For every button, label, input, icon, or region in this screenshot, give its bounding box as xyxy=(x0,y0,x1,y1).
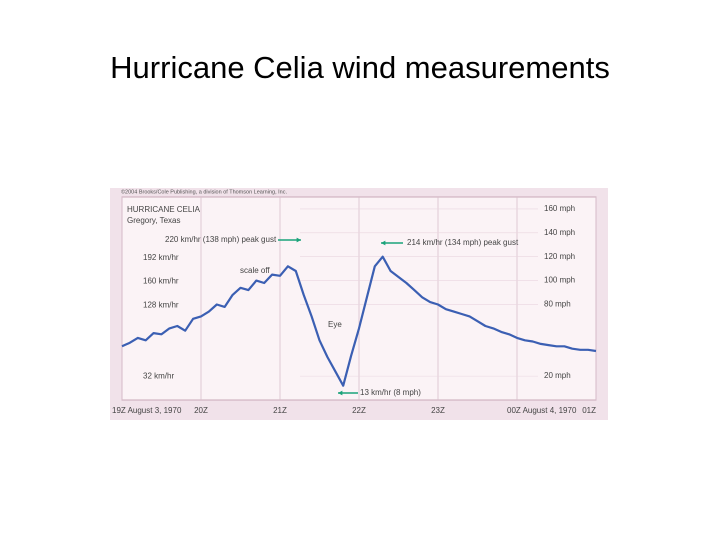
slide-title: Hurricane Celia wind measurements xyxy=(110,50,610,85)
x-tick-label: 23Z xyxy=(431,406,445,415)
annotation: 13 km/hr (8 mph) xyxy=(360,388,421,397)
y2-tick-label: 32 km/hr xyxy=(143,371,174,380)
x-tick-label: 20Z xyxy=(194,406,208,415)
wind-trace xyxy=(121,255,597,387)
y2-tick-label: 128 km/hr xyxy=(143,300,179,309)
y-tick-label: 160 mph xyxy=(544,204,575,213)
annotation: 220 km/hr (138 mph) peak gust xyxy=(165,235,277,244)
y-tick-label: 140 mph xyxy=(544,228,575,237)
arrow-head xyxy=(338,390,343,396)
y-tick-label: 80 mph xyxy=(544,300,571,309)
x-tick-label: 22Z xyxy=(352,406,366,415)
y-tick-label: 100 mph xyxy=(544,276,575,285)
y-tick-label: 20 mph xyxy=(544,371,571,380)
x-tick-label: 01Z xyxy=(582,406,596,415)
annotation: scale off xyxy=(240,266,270,275)
annotation: Eye xyxy=(328,320,342,329)
x-tick-label: 00Z August 4, 1970 xyxy=(507,406,577,415)
location: Gregory, Texas xyxy=(127,216,181,225)
chart-subtitle: HURRICANE CELIA xyxy=(127,205,201,214)
arrow-head xyxy=(381,240,386,246)
credit: ©2004 Brooks/Cole Publishing, a division… xyxy=(121,188,287,195)
y2-tick-label: 160 km/hr xyxy=(143,277,179,286)
arrow-head xyxy=(296,237,301,243)
x-tick-label: 19Z August 3, 1970 xyxy=(112,406,182,415)
y2-tick-label: 192 km/hr xyxy=(143,253,179,262)
x-tick-label: 21Z xyxy=(273,406,287,415)
y-tick-label: 120 mph xyxy=(544,252,575,261)
annotation: 214 km/hr (134 mph) peak gust xyxy=(407,238,519,247)
